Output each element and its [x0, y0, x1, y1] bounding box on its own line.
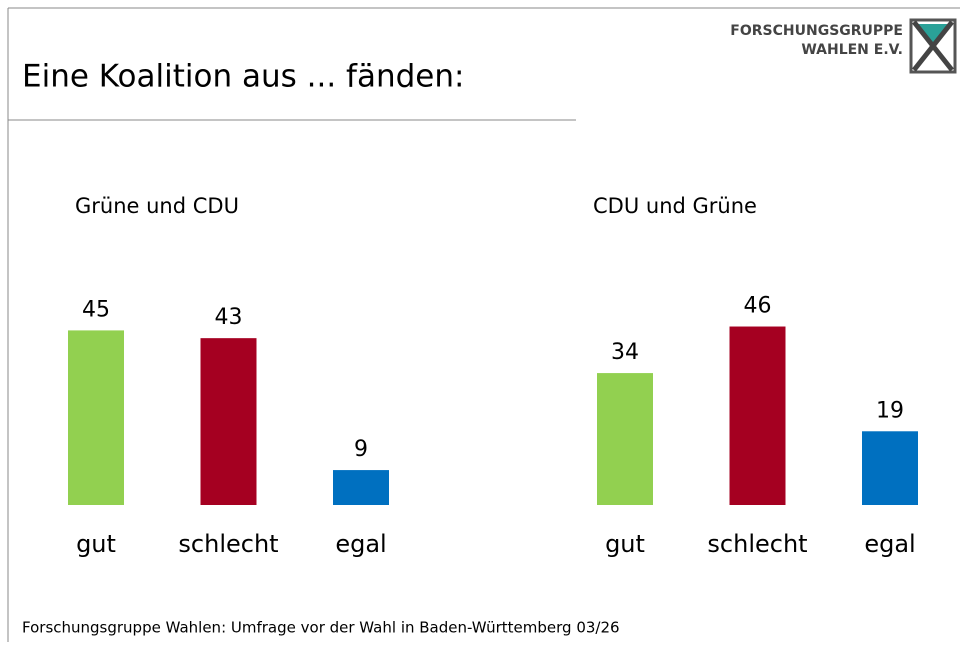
- category-label: egal: [335, 530, 386, 558]
- bar: [68, 330, 124, 505]
- logo-line-2: WAHLEN E.V.: [801, 42, 903, 58]
- logo-icon: [909, 18, 957, 74]
- value-label: 45: [82, 297, 110, 322]
- bar: [200, 338, 257, 505]
- logo-line-1: FORSCHUNGSGRUPPE: [730, 23, 903, 39]
- value-label: 46: [744, 294, 772, 319]
- category-label: gut: [76, 530, 116, 558]
- bar: [597, 373, 653, 505]
- bar: [729, 326, 786, 505]
- chart-title: Grüne und CDU: [75, 194, 239, 218]
- category-label: egal: [864, 530, 915, 558]
- bar: [333, 470, 389, 505]
- value-label: 43: [215, 305, 243, 330]
- slide-title: Eine Koalition aus ... fänden:: [22, 59, 464, 95]
- bar: [862, 431, 918, 505]
- category-label: schlecht: [178, 530, 278, 558]
- value-label: 34: [611, 340, 639, 365]
- category-label: gut: [605, 530, 645, 558]
- category-label: schlecht: [707, 530, 807, 558]
- chart-title: CDU und Grüne: [593, 194, 757, 218]
- value-label: 9: [354, 437, 368, 462]
- value-label: 19: [876, 398, 904, 423]
- footer: Forschungsgruppe Wahlen: Umfrage vor der…: [22, 619, 620, 637]
